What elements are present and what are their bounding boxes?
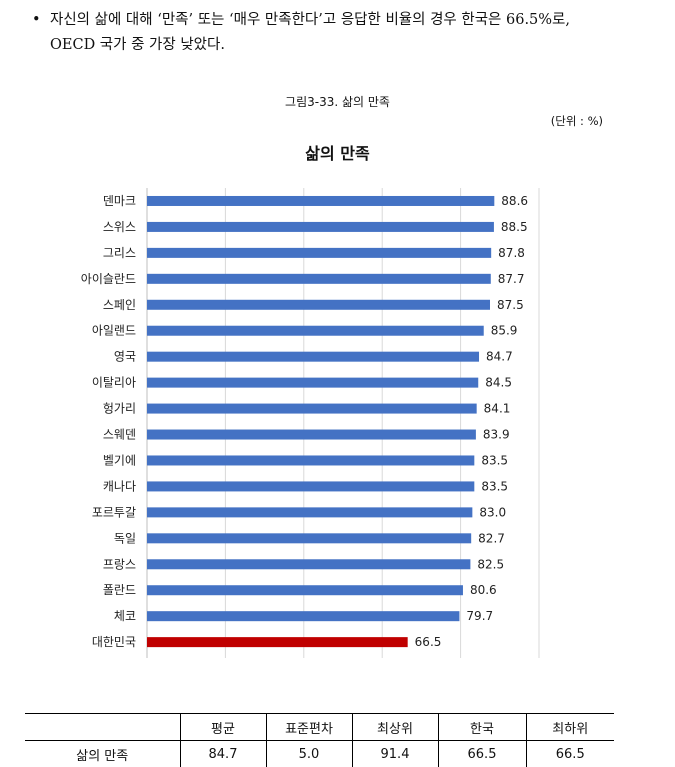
- bar: [147, 352, 479, 362]
- table-cell-top: 91.4: [352, 741, 438, 767]
- bar: [147, 559, 470, 569]
- bullet-mark: •: [32, 8, 50, 33]
- category-label: 폴란드: [103, 583, 136, 597]
- intro-paragraph: •자신의 삶에 대해 ‘만족’ 또는 ‘매우 만족한다’고 응답한 비율의 경우…: [32, 8, 642, 58]
- table-header-row: 평균 표준편차 최상위 한국 최하위: [25, 714, 614, 741]
- bar: [147, 248, 491, 258]
- table-cell-mean: 84.7: [180, 741, 266, 767]
- data-label: 88.6: [501, 194, 528, 208]
- category-label: 포르투갈: [92, 505, 136, 519]
- summary-table: 평균 표준편차 최상위 한국 최하위 삶의 만족 84.7 5.0 91.4 6…: [25, 713, 614, 767]
- table-cell-bottom: 66.5: [526, 741, 614, 767]
- bar-chart: 덴마크 88.6 스위스 88.5 그리스 87.8 아이슬란드 87.7 스페인 87.5 아일랜…: [0, 178, 675, 658]
- data-label: 87.7: [498, 272, 525, 286]
- data-label: 85.9: [491, 324, 518, 338]
- category-label: 아이슬란드: [81, 272, 136, 286]
- paragraph-text-1: 자신의 삶에 대해 ‘만족’ 또는 ‘매우 만족한다’고 응답한 비율의 경우 …: [50, 12, 570, 28]
- bar: [147, 274, 491, 284]
- bar: [147, 222, 494, 232]
- data-label: 84.7: [486, 350, 513, 364]
- bar: [147, 196, 494, 206]
- category-label: 벨기에: [103, 453, 136, 467]
- category-label: 프랑스: [103, 557, 136, 571]
- data-label: 83.9: [483, 428, 510, 442]
- table-header-korea: 한국: [438, 714, 526, 741]
- data-label: 84.1: [484, 402, 511, 416]
- data-label: 66.5: [415, 635, 442, 649]
- table-cell-stddev: 5.0: [266, 741, 352, 767]
- bar: [147, 481, 474, 491]
- category-label: 영국: [114, 350, 136, 364]
- data-label: 80.6: [470, 583, 497, 597]
- category-label: 체코: [114, 609, 136, 623]
- table-row-label: 삶의 만족: [25, 741, 180, 767]
- data-label: 83.5: [481, 479, 508, 493]
- paragraph-line-2: OECD 국가 중 가장 낮았다.: [32, 33, 642, 58]
- category-label: 덴마크: [103, 194, 136, 208]
- data-label: 88.5: [501, 220, 528, 234]
- category-label: 스웨덴: [103, 428, 136, 442]
- category-label: 스위스: [103, 220, 136, 234]
- bar: [147, 404, 477, 414]
- category-label: 독일: [114, 531, 136, 545]
- bar: [147, 611, 459, 621]
- data-label: 83.0: [479, 505, 506, 519]
- bar: [147, 326, 484, 336]
- table-cell-korea: 66.5: [438, 741, 526, 767]
- unit-label: (단위 : %): [551, 113, 603, 129]
- data-label: 87.5: [497, 298, 524, 312]
- category-label: 이탈리아: [92, 376, 136, 390]
- bar: [147, 585, 463, 595]
- category-label: 헝가리: [103, 402, 136, 416]
- data-label: 82.5: [477, 557, 504, 571]
- category-label: 아일랜드: [92, 324, 136, 338]
- data-label: 87.8: [498, 246, 525, 260]
- bar: [147, 507, 472, 517]
- bar: [147, 455, 474, 465]
- table-header-blank: [25, 714, 180, 741]
- chart-title: 삶의 만족: [0, 140, 675, 164]
- table-header-mean: 평균: [180, 714, 266, 741]
- category-label: 대한민국: [92, 635, 136, 649]
- data-label: 83.5: [481, 453, 508, 467]
- bar: [147, 378, 478, 388]
- bar: [147, 637, 408, 647]
- table-header-top: 최상위: [352, 714, 438, 741]
- bar: [147, 430, 476, 440]
- category-label: 캐나다: [103, 479, 136, 493]
- data-label: 82.7: [478, 531, 505, 545]
- table-header-stddev: 표준편차: [266, 714, 352, 741]
- bar: [147, 533, 471, 543]
- figure-caption: 그림3-33. 삶의 만족: [0, 93, 675, 110]
- data-label: 79.7: [466, 609, 493, 623]
- table-row: 삶의 만족 84.7 5.0 91.4 66.5 66.5: [25, 741, 614, 767]
- category-label: 스페인: [103, 298, 136, 312]
- paragraph-line-1: •자신의 삶에 대해 ‘만족’ 또는 ‘매우 만족한다’고 응답한 비율의 경우…: [32, 8, 642, 33]
- bar: [147, 300, 490, 310]
- category-label: 그리스: [103, 246, 136, 260]
- data-label: 84.5: [485, 376, 512, 390]
- table-header-bottom: 최하위: [526, 714, 614, 741]
